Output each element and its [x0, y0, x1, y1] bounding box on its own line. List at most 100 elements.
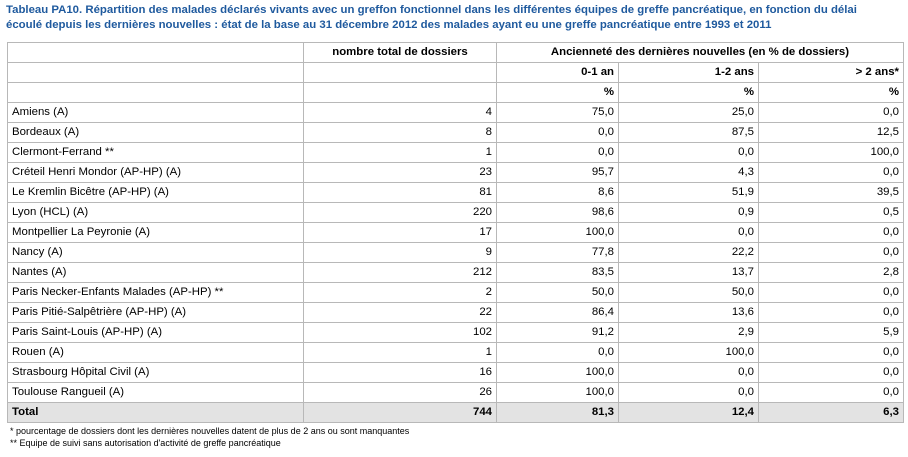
- cell-total: 22: [303, 302, 497, 323]
- cell-b: 13,7: [618, 262, 759, 283]
- cell-c: 12,5: [758, 122, 904, 143]
- header-empty-4: [303, 82, 497, 103]
- total-name: Total: [7, 402, 304, 423]
- cell-a: 8,6: [496, 182, 619, 203]
- cell-b: 51,9: [618, 182, 759, 203]
- cell-name: Créteil Henri Mondor (AP-HP) (A): [7, 162, 304, 183]
- total-b: 12,4: [618, 402, 759, 423]
- cell-a: 0,0: [496, 142, 619, 163]
- table-row: Paris Pitié-Salpêtrière (AP-HP) (A) 22 86,…: [7, 302, 904, 323]
- cell-a: 100,0: [496, 382, 619, 403]
- cell-name: Clermont-Ferrand **: [7, 142, 304, 163]
- cell-c: 0,0: [758, 162, 904, 183]
- cell-b: 0,0: [618, 382, 759, 403]
- header-group: Ancienneté des dernières nouvelles (en %…: [496, 42, 904, 63]
- cell-name: Le Kremlin Bicêtre (AP-HP) (A): [7, 182, 304, 203]
- cell-name: Paris Pitié-Salpêtrière (AP-HP) (A): [7, 302, 304, 323]
- cell-total: 8: [303, 122, 497, 143]
- cell-name: Montpellier La Peyronie (A): [7, 222, 304, 243]
- data-table: nombre total de dossiers Ancienneté des …: [7, 42, 904, 423]
- cell-c: 5,9: [758, 322, 904, 343]
- footnote-2: ** Equipe de suivi sans autorisation d'a…: [10, 438, 281, 448]
- cell-a: 100,0: [496, 222, 619, 243]
- cell-name: Nancy (A): [7, 242, 304, 263]
- table-row: Le Kremlin Bicêtre (AP-HP) (A) 81 8,6 51,9 3…: [7, 182, 904, 203]
- cell-b: 50,0: [618, 282, 759, 303]
- header-row-1: nombre total de dossiers Ancienneté des …: [7, 42, 904, 63]
- cell-total: 26: [303, 382, 497, 403]
- title-line-1: Tableau PA10. Répartition des malades dé…: [6, 4, 857, 16]
- cell-total: 2: [303, 282, 497, 303]
- cell-b: 13,6: [618, 302, 759, 323]
- footnote-1: * pourcentage de dossiers dont les derni…: [10, 426, 410, 436]
- cell-b: 0,0: [618, 142, 759, 163]
- cell-a: 50,0: [496, 282, 619, 303]
- cell-a: 98,6: [496, 202, 619, 223]
- cell-name: Paris Saint-Louis (AP-HP) (A): [7, 322, 304, 343]
- table-row: Créteil Henri Mondor (AP-HP) (A) 23 95,7 4,…: [7, 162, 904, 183]
- cell-name: Strasbourg Hôpital Civil (A): [7, 362, 304, 383]
- cell-a: 91,2: [496, 322, 619, 343]
- header-col-a: 0-1 an: [496, 62, 619, 83]
- cell-a: 0,0: [496, 342, 619, 363]
- total-count: 744: [303, 402, 497, 423]
- unit-col-a: %: [496, 82, 619, 103]
- table-row: Amiens (A) 4 75,0 25,0 0,0: [7, 102, 904, 123]
- cell-name: Nantes (A): [7, 262, 304, 283]
- table-row: Bordeaux (A) 8 0,0 87,5 12,5: [7, 122, 904, 143]
- cell-a: 86,4: [496, 302, 619, 323]
- cell-c: 0,0: [758, 342, 904, 363]
- header-col-b: 1-2 ans: [618, 62, 759, 83]
- cell-total: 1: [303, 142, 497, 163]
- table-row: Montpellier La Peyronie (A) 17 100,0 0,0 0,0: [7, 222, 904, 243]
- cell-name: Toulouse Rangueil (A): [7, 382, 304, 403]
- cell-c: 100,0: [758, 142, 904, 163]
- cell-b: 22,2: [618, 242, 759, 263]
- cell-total: 17: [303, 222, 497, 243]
- cell-c: 0,0: [758, 282, 904, 303]
- cell-b: 87,5: [618, 122, 759, 143]
- cell-b: 4,3: [618, 162, 759, 183]
- unit-col-b: %: [618, 82, 759, 103]
- header-row-2: 0-1 an 1-2 ans > 2 ans*: [7, 62, 904, 83]
- cell-total: 23: [303, 162, 497, 183]
- cell-c: 2,8: [758, 262, 904, 283]
- cell-total: 102: [303, 322, 497, 343]
- cell-name: Amiens (A): [7, 102, 304, 123]
- table-row: Paris Necker-Enfants Malades (AP-HP) ** 2…: [7, 282, 904, 303]
- cell-b: 100,0: [618, 342, 759, 363]
- cell-a: 77,8: [496, 242, 619, 263]
- cell-total: 4: [303, 102, 497, 123]
- cell-c: 0,0: [758, 382, 904, 403]
- cell-c: 0,0: [758, 242, 904, 263]
- cell-c: 0,0: [758, 362, 904, 383]
- title-line-2: écoulé depuis les dernières nouvelles : …: [6, 19, 772, 31]
- table-row: Toulouse Rangueil (A) 26 100,0 0,0 0,0: [7, 382, 904, 403]
- table-row: Clermont-Ferrand ** 1 0,0 0,0 100,0: [7, 142, 904, 163]
- header-empty-2: [303, 62, 497, 83]
- cell-c: 39,5: [758, 182, 904, 203]
- cell-a: 83,5: [496, 262, 619, 283]
- header-row-3: % % %: [7, 82, 904, 103]
- unit-col-c: %: [758, 82, 904, 103]
- cell-c: 0,0: [758, 222, 904, 243]
- cell-b: 0,0: [618, 362, 759, 383]
- cell-total: 1: [303, 342, 497, 363]
- cell-total: 16: [303, 362, 497, 383]
- cell-name: Paris Necker-Enfants Malades (AP-HP) **: [7, 282, 304, 303]
- cell-name: Bordeaux (A): [7, 122, 304, 143]
- cell-name: Rouen (A): [7, 342, 304, 363]
- cell-a: 95,7: [496, 162, 619, 183]
- table-row: Nantes (A) 212 83,5 13,7 2,8: [7, 262, 904, 283]
- cell-a: 0,0: [496, 122, 619, 143]
- cell-total: 81: [303, 182, 497, 203]
- table-row: Strasbourg Hôpital Civil (A) 16 100,0 0,0 0,…: [7, 362, 904, 383]
- total-c: 6,3: [758, 402, 904, 423]
- table-row: Nancy (A) 9 77,8 22,2 0,0: [7, 242, 904, 263]
- cell-c: 0,5: [758, 202, 904, 223]
- cell-b: 25,0: [618, 102, 759, 123]
- cell-b: 2,9: [618, 322, 759, 343]
- cell-a: 75,0: [496, 102, 619, 123]
- cell-b: 0,9: [618, 202, 759, 223]
- table-row: Paris Saint-Louis (AP-HP) (A) 102 91,2 2,9 5…: [7, 322, 904, 343]
